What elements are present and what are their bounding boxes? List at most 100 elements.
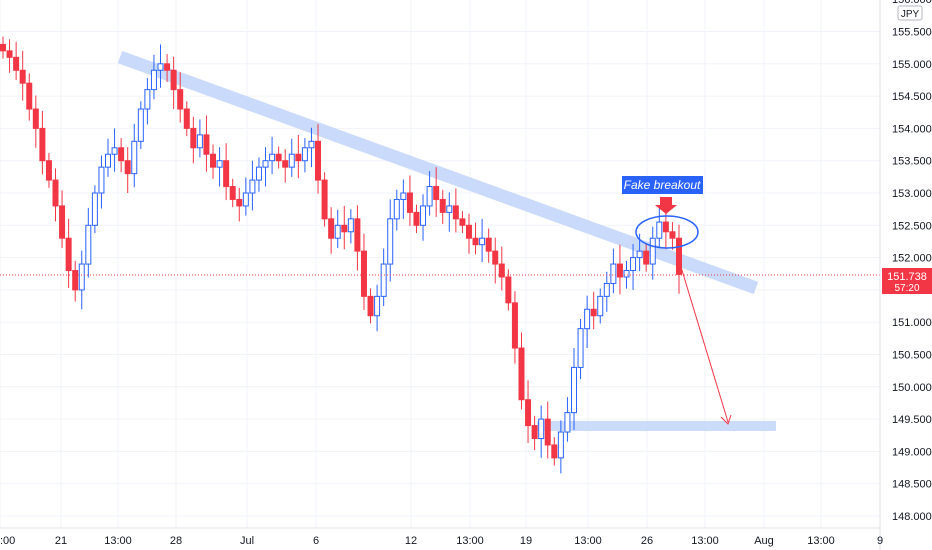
price-tick-label: 148.000: [892, 511, 932, 523]
candle-body: [170, 69, 177, 91]
candle-body: [334, 224, 341, 239]
price-tick-label: 152.000: [892, 253, 932, 265]
candle-body: [229, 186, 236, 200]
price-tick-label: 149.500: [892, 414, 932, 426]
candle-body: [210, 153, 217, 168]
time-tick-label: 13:00: [104, 535, 132, 547]
candle-body: [505, 276, 512, 304]
price-tick-label: 155.500: [892, 27, 932, 39]
candle-body: [236, 198, 243, 207]
candle-body: [603, 282, 610, 297]
price-axis[interactable]: 148.000 148.500 149.000 149.500 150.000 150.5…: [892, 0, 932, 523]
time-axis[interactable]: :00 21 13:00 28 Jul 6 12 13:00 19 13:00 26 13:00 Aug…: [0, 535, 883, 547]
time-tick-label: 6: [313, 535, 319, 547]
time-tick-label: 9: [877, 535, 883, 547]
price-tick-label: 152.500: [892, 220, 932, 232]
candle-body: [616, 263, 623, 278]
candle-body: [144, 89, 151, 110]
annotation-label-box: [622, 176, 703, 194]
candle-body: [78, 263, 85, 291]
candle-body: [45, 160, 52, 181]
candle-body: [262, 160, 269, 168]
candle-body: [584, 308, 591, 330]
candle-body: [446, 205, 453, 213]
grid: [0, 0, 881, 528]
time-tick-label: Jul: [240, 535, 254, 547]
current-price-tag: [882, 268, 932, 294]
down-arrow-icon: [655, 197, 677, 214]
candle-body: [656, 221, 663, 239]
candle-body: [374, 295, 381, 317]
candle-body: [406, 192, 413, 213]
candle-body: [485, 237, 492, 252]
projection-arrow: [680, 266, 729, 423]
candle-body: [269, 153, 276, 162]
time-tick-label: 13:00: [456, 535, 484, 547]
annotations: Fake breakout: [622, 176, 732, 425]
candle-body: [157, 63, 164, 71]
time-tick-label: :00: [0, 535, 15, 547]
price-tick-label: 150.500: [892, 350, 932, 362]
candle-body: [426, 186, 433, 207]
candle-body: [65, 237, 72, 272]
candle-body: [59, 205, 66, 239]
candle-body: [183, 108, 190, 129]
candle-body: [630, 257, 637, 272]
price-tick-label: 153.000: [892, 188, 932, 200]
time-tick-label: 13:00: [574, 535, 602, 547]
candle-countdown: 57:20: [894, 283, 919, 294]
candle-body: [249, 179, 256, 194]
candle-body: [150, 69, 157, 91]
candle-body: [433, 186, 440, 200]
price-tick-label: 154.500: [892, 91, 932, 103]
price-tick-label: 155.000: [892, 59, 932, 71]
candle-body: [98, 166, 105, 194]
candle-body: [52, 179, 59, 207]
candle-body: [19, 69, 26, 84]
candle-body: [531, 425, 538, 439]
candle-body: [85, 224, 92, 265]
price-tick-label: 149.000: [892, 446, 932, 458]
candle-body: [413, 211, 420, 226]
candles: [0, 36, 682, 474]
candle-body: [610, 263, 617, 284]
candle-body: [354, 218, 361, 252]
candle-body: [295, 153, 302, 162]
candle-body: [301, 147, 308, 162]
candle-body: [472, 237, 479, 246]
candle-body: [124, 160, 131, 175]
candle-body: [400, 192, 407, 200]
candle-body: [131, 140, 138, 175]
candle-body: [544, 418, 551, 446]
time-tick-label: 28: [170, 535, 182, 547]
candle-body: [498, 263, 505, 278]
annotation-label: Fake breakout: [624, 178, 701, 192]
candle-body: [0, 43, 6, 52]
price-tick-label: 150.000: [892, 382, 932, 394]
candle-body: [669, 231, 676, 239]
candle-body: [6, 50, 13, 58]
candle-body: [518, 347, 525, 401]
candle-body: [393, 198, 400, 220]
candle-body: [328, 218, 335, 239]
candle-body: [360, 250, 367, 297]
time-tick-label: 12: [405, 535, 417, 547]
currency-badge[interactable]: [897, 5, 923, 21]
candle-body: [439, 198, 446, 213]
candle-body: [341, 224, 348, 233]
candle-body: [196, 134, 203, 149]
candle-body: [380, 263, 387, 297]
candle-body: [242, 192, 249, 207]
candle-body: [137, 108, 144, 142]
candle-body: [118, 147, 125, 162]
price-tick-label: 151.000: [892, 317, 932, 329]
candle-body: [649, 237, 656, 265]
candle-body: [105, 153, 112, 168]
time-tick-label: 13:00: [691, 535, 719, 547]
candle-body: [590, 308, 597, 317]
candle-body: [479, 237, 486, 246]
candle-body: [321, 179, 328, 220]
candle-body: [203, 134, 210, 155]
candle-body: [72, 270, 79, 291]
